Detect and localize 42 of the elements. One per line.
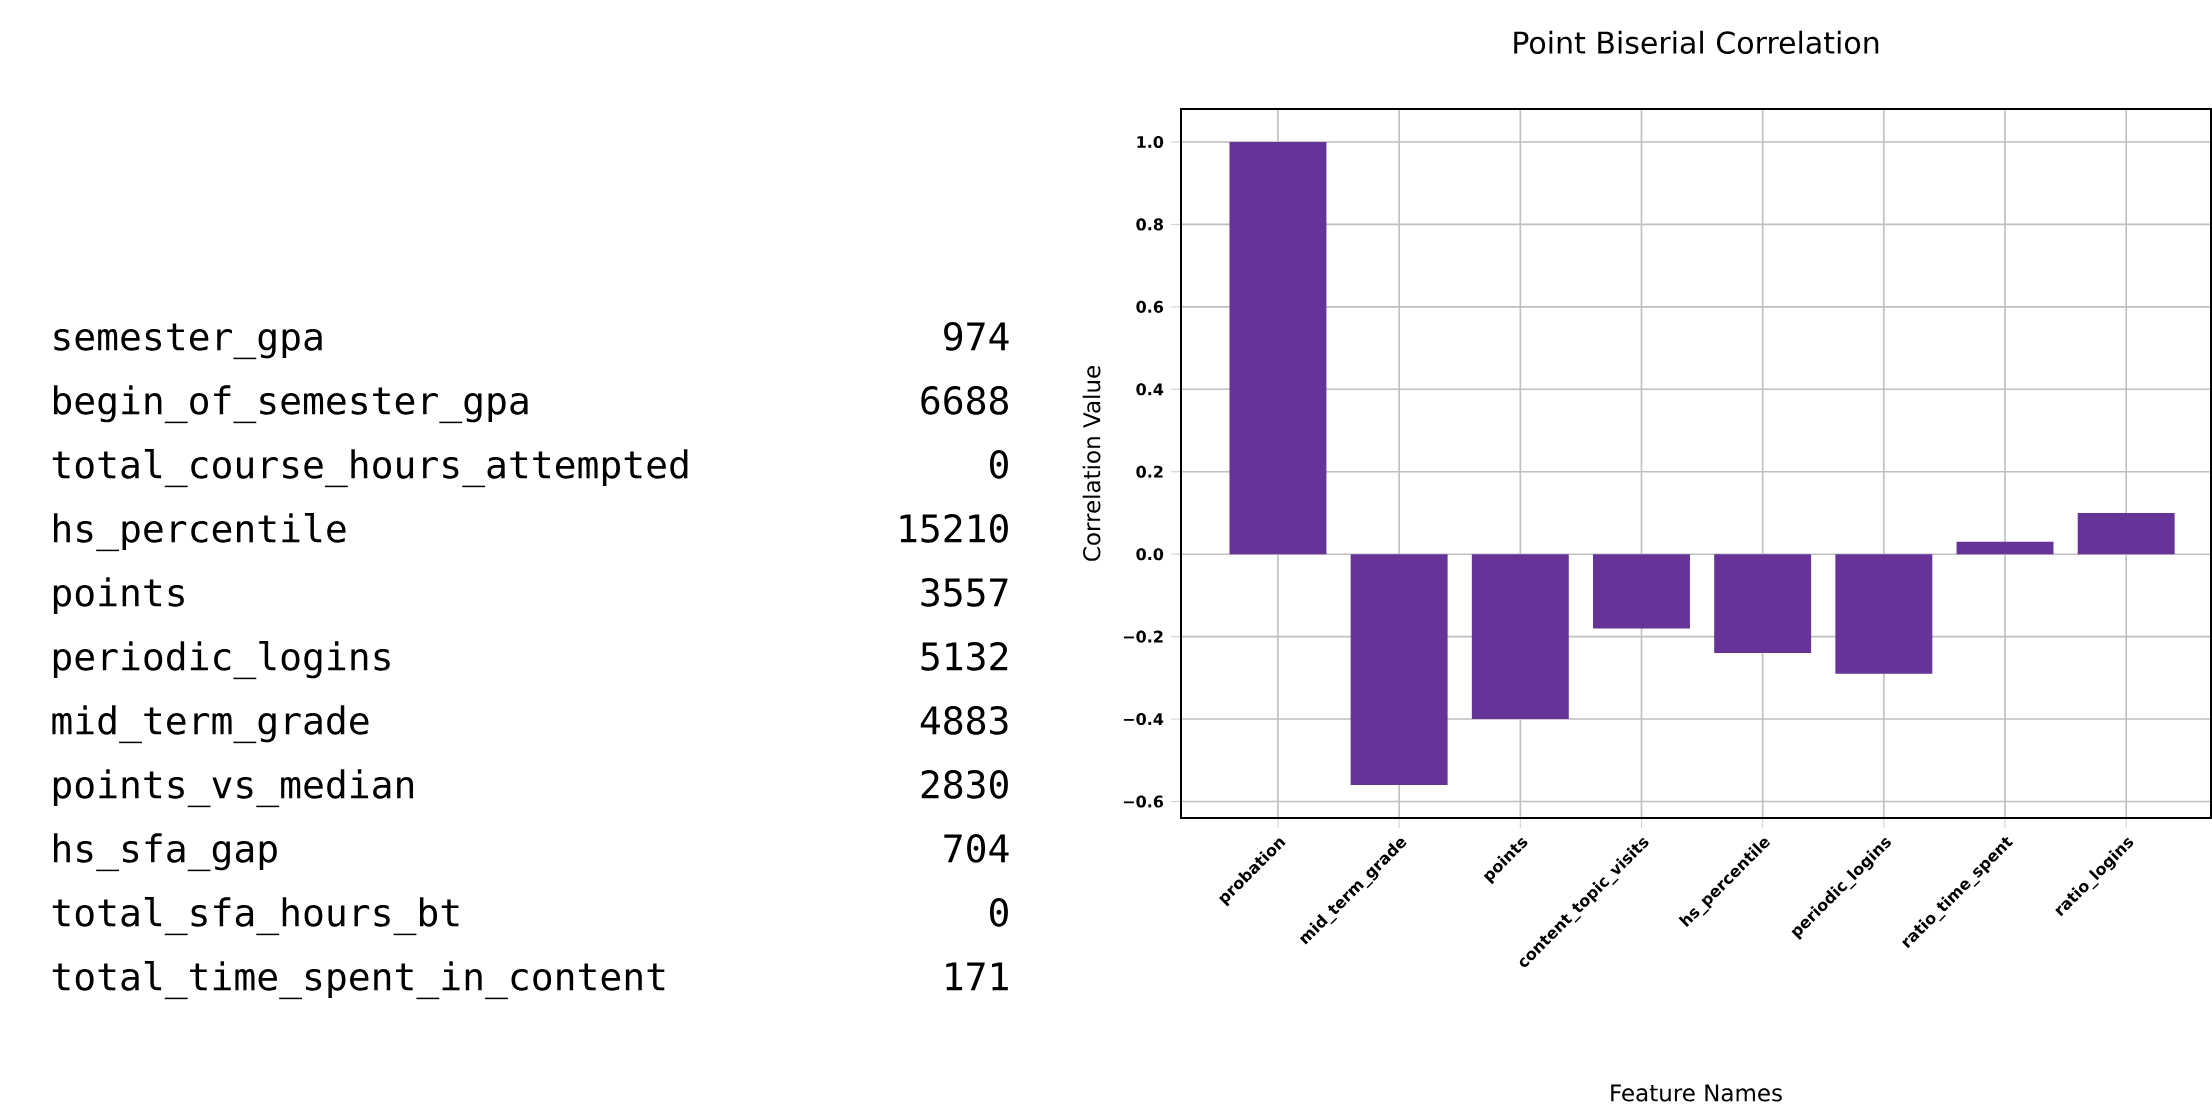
data-label: 15210 <box>900 513 1008 543</box>
category-label: total_time_spent_in_content <box>52 961 665 1000</box>
data-label: 974 <box>944 321 1009 351</box>
y-tick-label: 0.8 <box>1136 218 1163 231</box>
category-label: mid_term_grade <box>52 705 369 744</box>
data-label: 0 <box>990 449 1008 479</box>
y-tick-label: 1.0 <box>1137 135 1164 148</box>
y-tick-label: −0.4 <box>1123 712 1164 726</box>
y-axis-title: Correlation Value <box>1082 365 1101 561</box>
category-label: points_vs_median <box>53 769 414 808</box>
category-label: semester_gpa <box>54 323 322 360</box>
chart-title: Point Biserial Correlation <box>1514 30 1879 54</box>
bar <box>1956 541 2054 555</box>
category-label: total_sfa_hours_bt <box>52 897 459 936</box>
category-label: hs_percentile <box>54 513 346 552</box>
y-tick-label: 0.2 <box>1136 465 1163 478</box>
x-axis-title: Feature Names <box>1611 1084 1782 1102</box>
bar <box>1350 554 1448 785</box>
data-label: 5132 <box>921 641 1008 671</box>
data-label: 4883 <box>920 705 1008 735</box>
category-label: total_course_hours_attempted <box>52 449 688 488</box>
bar <box>1229 141 1327 555</box>
category-label: periodic_logins <box>53 641 390 680</box>
bar <box>1835 554 1933 674</box>
y-tick-label: 0.0 <box>1136 548 1164 561</box>
y-tick-label: −0.6 <box>1123 795 1164 808</box>
data-label: 2830 <box>921 769 1008 799</box>
category-label: hs_sfa_gap <box>54 833 277 872</box>
bar <box>1714 554 1812 654</box>
data-label: 171 <box>946 962 1008 991</box>
bar <box>1593 554 1690 629</box>
y-tick-label: 0.4 <box>1136 383 1164 396</box>
data-label: 704 <box>944 833 1009 863</box>
y-tick-label: 0.6 <box>1136 300 1164 313</box>
bar <box>2077 512 2175 555</box>
category-label: begin_of_semester_gpa <box>53 385 528 424</box>
data-label: 0 <box>990 897 1008 927</box>
data-label: 6688 <box>921 385 1008 415</box>
data-label: 3557 <box>921 577 1008 607</box>
category-label: points <box>53 577 184 614</box>
bar <box>1471 554 1569 719</box>
y-tick-label: −0.2 <box>1123 630 1163 643</box>
